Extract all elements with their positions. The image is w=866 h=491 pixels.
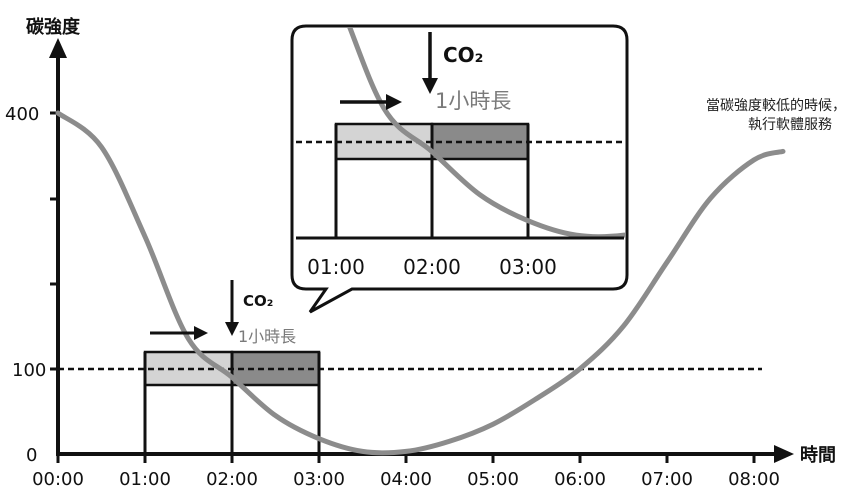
x-tick-label: 02:00 xyxy=(206,469,258,490)
x-tick-label: 00:00 xyxy=(32,469,84,490)
y-axis-arrow xyxy=(49,38,67,58)
inset-tick-label: 01:00 xyxy=(307,255,365,279)
duration-label: 1小時長 xyxy=(238,327,296,346)
x-tick-label: 08:00 xyxy=(728,469,780,490)
annotation-line-2: 執行軟體服務 xyxy=(748,117,832,133)
x-tick-label: 06:00 xyxy=(554,469,606,490)
x-tick-label: 04:00 xyxy=(380,469,432,490)
co2-label: CO₂ xyxy=(243,292,273,310)
x-tick-label: 05:00 xyxy=(467,469,519,490)
y-tick-label-0: 0 xyxy=(26,445,37,466)
carbon-intensity-curve xyxy=(55,110,786,456)
main-chart: 400 100 0 碳強度 時間 00:00 01:00 02:00 03:00… xyxy=(5,16,836,490)
inset-carbon-curve xyxy=(347,28,625,238)
x-tick-label: 03:00 xyxy=(293,469,345,490)
inset-co2-label: CO₂ xyxy=(443,43,483,67)
x-tick-label: 07:00 xyxy=(641,469,693,490)
job-window xyxy=(143,350,321,454)
co2-down-arrow xyxy=(225,280,239,336)
inset-tick-label: 03:00 xyxy=(499,255,557,279)
y-tick-label-400: 400 xyxy=(5,104,39,125)
y-tick-label-100: 100 xyxy=(12,360,46,381)
x-ticks: 00:00 01:00 02:00 03:00 04:00 05:00 06:0… xyxy=(32,454,780,490)
x-axis-title: 時間 xyxy=(800,445,836,466)
inset-shift-arrow xyxy=(340,94,402,110)
job-bar-dark xyxy=(230,350,321,387)
shift-arrow xyxy=(150,326,208,340)
annotation-line-1: 當碳強度較低的時候， xyxy=(706,98,846,114)
y-axis-title: 碳強度 xyxy=(26,16,81,38)
inset-duration-label: 1小時長 xyxy=(435,89,511,113)
inset-tick-label: 02:00 xyxy=(403,255,461,279)
annotation: 當碳強度較低的時候， 執行軟體服務 xyxy=(706,97,846,135)
x-tick-label: 01:00 xyxy=(119,469,171,490)
inset-co2-down-arrow xyxy=(422,32,438,94)
x-axis-arrow xyxy=(774,445,794,463)
zoom-inset: CO₂ 1小時長 01:00 02:00 03:00 xyxy=(290,24,629,314)
